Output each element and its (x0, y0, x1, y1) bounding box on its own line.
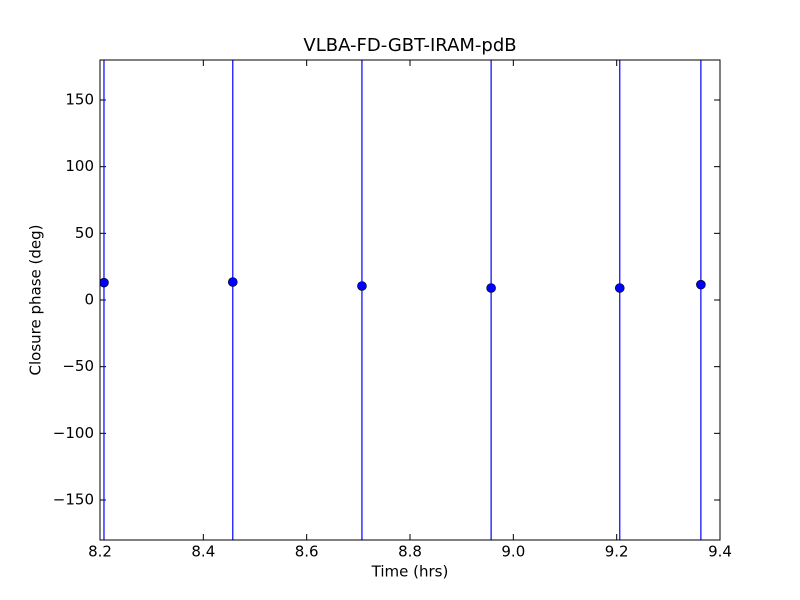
y-tick-label: −100 (53, 424, 94, 442)
x-tick-label: 9.0 (501, 543, 525, 561)
data-point (486, 283, 496, 293)
x-tick-label: 8.4 (191, 543, 215, 561)
data-point (357, 281, 367, 291)
plot-area (100, 60, 706, 540)
x-tick-label: 8.2 (88, 543, 112, 561)
chart-title: VLBA-FD-GBT-IRAM-pdB (303, 35, 516, 56)
y-tick-label: 0 (84, 291, 94, 309)
plot-frame (99, 59, 721, 541)
x-tick-label: 9.2 (605, 543, 629, 561)
x-tick-label: 8.8 (398, 543, 422, 561)
data-point (614, 283, 625, 293)
x-axis-label: Time (hrs) (371, 563, 449, 581)
y-tick-label: 50 (75, 224, 94, 242)
data-point (227, 277, 238, 287)
x-tick-label: 9.4 (708, 543, 732, 561)
y-tick-label: 100 (65, 157, 94, 175)
y-tick-label: −50 (62, 357, 94, 375)
y-axis-label: Closure phase (deg) (27, 225, 45, 376)
data-point (696, 279, 706, 290)
x-tick-label: 8.6 (295, 543, 319, 561)
data-point (100, 277, 109, 288)
y-tick-label: 150 (65, 91, 94, 109)
y-tick-label: −150 (53, 491, 94, 509)
